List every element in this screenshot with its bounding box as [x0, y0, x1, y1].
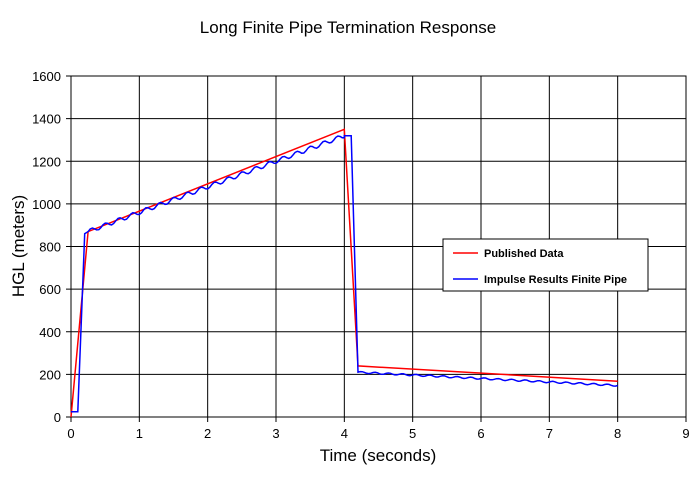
y-tick-label: 400: [39, 325, 61, 340]
x-axis-ticks: 0 1 2 3 4 5 6 7 8 9: [67, 417, 690, 441]
y-axis-label: HGL (meters): [9, 195, 28, 297]
y-tick-label: 200: [39, 367, 61, 382]
x-tick-label: 8: [614, 426, 621, 441]
chart-title: Long Finite Pipe Termination Response: [200, 18, 496, 37]
y-tick-label: 1600: [32, 69, 61, 84]
x-tick-label: 4: [341, 426, 348, 441]
y-tick-label: 1000: [32, 197, 61, 212]
x-axis-label: Time (seconds): [320, 446, 437, 465]
x-tick-label: 7: [546, 426, 553, 441]
x-tick-label: 1: [136, 426, 143, 441]
legend-label-published: Published Data: [484, 248, 564, 260]
x-tick-label: 6: [477, 426, 484, 441]
series-line-impulse-results: [71, 134, 618, 413]
x-tick-label: 2: [204, 426, 211, 441]
x-tick-label: 5: [409, 426, 416, 441]
y-tick-label: 800: [39, 240, 61, 255]
y-tick-label: 1200: [32, 154, 61, 169]
y-tick-label: 0: [54, 410, 61, 425]
x-tick-label: 9: [682, 426, 689, 441]
y-tick-label: 1400: [32, 112, 61, 127]
legend: Published Data Impulse Results Finite Pi…: [442, 238, 649, 292]
y-tick-label: 600: [39, 282, 61, 297]
legend-label-impulse: Impulse Results Finite Pipe: [484, 274, 627, 286]
x-tick-label: 3: [272, 426, 279, 441]
legend-box: [442, 238, 649, 292]
grid: [70, 75, 687, 418]
x-tick-label: 0: [67, 426, 74, 441]
y-axis-ticks: 0 200 400 600 800 1000 1200 1400 1600: [32, 69, 71, 425]
series-lines: [70, 128, 618, 418]
